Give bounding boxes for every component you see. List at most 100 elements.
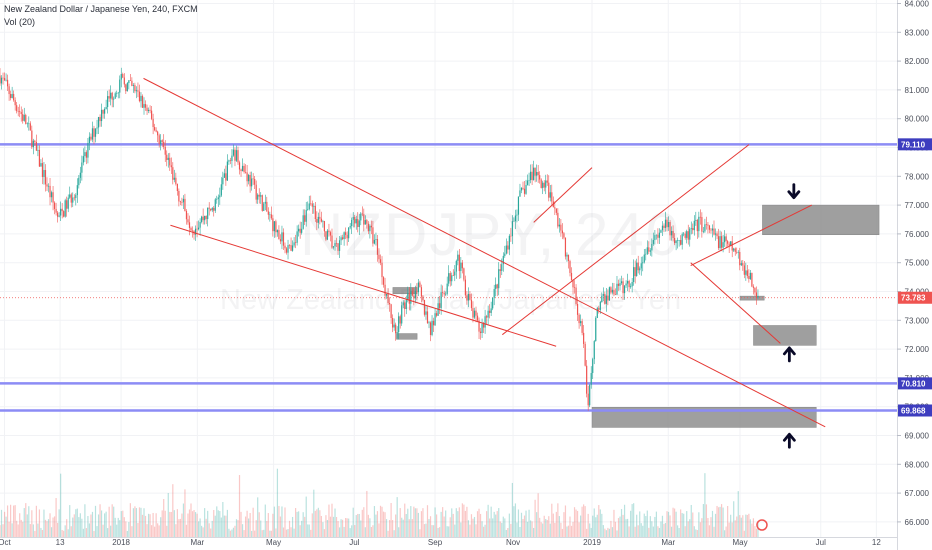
- candle-body: [492, 297, 494, 309]
- volume-bar: [261, 530, 263, 537]
- candle-body: [50, 192, 53, 198]
- volume-bar: [114, 517, 116, 537]
- volume-bar: [570, 525, 573, 537]
- candle-body: [157, 131, 159, 136]
- volume-bar: [724, 530, 726, 537]
- volume-bar: [757, 522, 759, 537]
- candle-body: [755, 292, 758, 298]
- candle-body: [414, 291, 416, 299]
- volume-bar: [363, 507, 365, 537]
- candle-body: [652, 240, 654, 244]
- volume-bar: [331, 503, 333, 537]
- volume-bar: [692, 512, 694, 537]
- volume-bar: [328, 504, 330, 537]
- candle-body: [49, 185, 51, 198]
- candle-body: [214, 199, 216, 211]
- candle-body: [716, 233, 718, 237]
- candle-body: [141, 95, 144, 108]
- candle-body: [176, 183, 178, 191]
- volume-bar: [733, 501, 735, 537]
- candle-body: [740, 263, 742, 266]
- volume-bar: [439, 527, 441, 537]
- candle-body: [407, 292, 409, 301]
- candle-body: [578, 314, 580, 324]
- candle-body: [238, 162, 241, 170]
- volume-bar: [310, 529, 312, 537]
- y-tick-label: 67.000: [905, 489, 930, 498]
- volume-bar: [229, 530, 232, 537]
- volume-bar: [241, 524, 244, 537]
- volume-bar: [569, 516, 571, 537]
- candle-body: [608, 287, 611, 301]
- candle-body: [534, 167, 536, 176]
- volume-bar: [345, 517, 347, 537]
- volume-bar: [499, 521, 501, 537]
- volume-bar: [487, 504, 489, 537]
- candle-body: [731, 241, 733, 251]
- candle-body: [654, 235, 656, 241]
- volume-bar: [740, 517, 742, 537]
- volume-bar: [147, 513, 150, 537]
- volume-bar: [102, 524, 104, 537]
- candle-body: [72, 197, 74, 203]
- volume-bar: [696, 530, 698, 537]
- volume-bar: [311, 513, 313, 537]
- volume-bar: [426, 505, 429, 537]
- volume-bar: [432, 525, 435, 537]
- volume-bar: [443, 516, 445, 537]
- arrow-head: [782, 432, 796, 442]
- candle-body: [103, 109, 106, 114]
- candle-body: [31, 130, 33, 148]
- candle-body: [163, 141, 165, 147]
- trendline: [170, 224, 557, 347]
- volume-bar: [111, 504, 113, 537]
- candle-body: [295, 242, 297, 243]
- candle-body: [620, 281, 623, 284]
- candle-body: [426, 311, 429, 324]
- candle-body: [41, 163, 44, 177]
- candle-body: [244, 171, 247, 173]
- candle-body: [408, 292, 410, 304]
- volume-bar: [188, 509, 191, 537]
- volume-bar: [713, 526, 715, 537]
- time-axis[interactable]: Oct 13 2018 Mar May Jul Sep Nov 2019 Mar May Jul 12: [0, 537, 897, 548]
- candle-body: [745, 270, 747, 275]
- volume-bar: [476, 511, 479, 537]
- volume-bar: [258, 512, 260, 537]
- candle-body: [23, 114, 25, 121]
- candle-body: [342, 237, 344, 240]
- volume-bar: [401, 517, 403, 537]
- volume-bar: [361, 509, 363, 537]
- candle-body: [617, 283, 620, 286]
- candle-body: [751, 272, 753, 287]
- volume-bar: [173, 510, 175, 537]
- price-axis-bg: [897, 0, 932, 550]
- candle-body: [473, 310, 476, 318]
- volume-bar: [64, 525, 66, 537]
- candle-body: [689, 228, 691, 240]
- candle-body: [276, 230, 279, 233]
- candle-body: [584, 343, 586, 366]
- volume-bar: [288, 520, 291, 537]
- candle-body: [746, 270, 748, 277]
- volume-bar: [404, 503, 406, 537]
- candle-body: [53, 202, 56, 209]
- volume-bar: [31, 510, 33, 537]
- volume-bar: [67, 529, 69, 537]
- candle-body: [146, 107, 148, 112]
- candle-body: [349, 226, 351, 228]
- candle-body: [611, 289, 614, 293]
- candle-body: [385, 293, 388, 296]
- candle-body: [613, 289, 615, 295]
- volume-bar: [602, 525, 604, 537]
- volume-bar: [657, 526, 659, 537]
- volume-bar: [128, 522, 130, 537]
- volume-bar: [466, 506, 468, 537]
- candle-body: [580, 321, 582, 324]
- candle-body: [108, 96, 110, 99]
- volume-legend: Vol (20): [4, 17, 36, 27]
- candle-body: [435, 313, 438, 316]
- volume-bar: [649, 516, 651, 537]
- price-axis[interactable]: 84.00083.00082.00081.00080.00079.00078.0…: [897, 0, 932, 550]
